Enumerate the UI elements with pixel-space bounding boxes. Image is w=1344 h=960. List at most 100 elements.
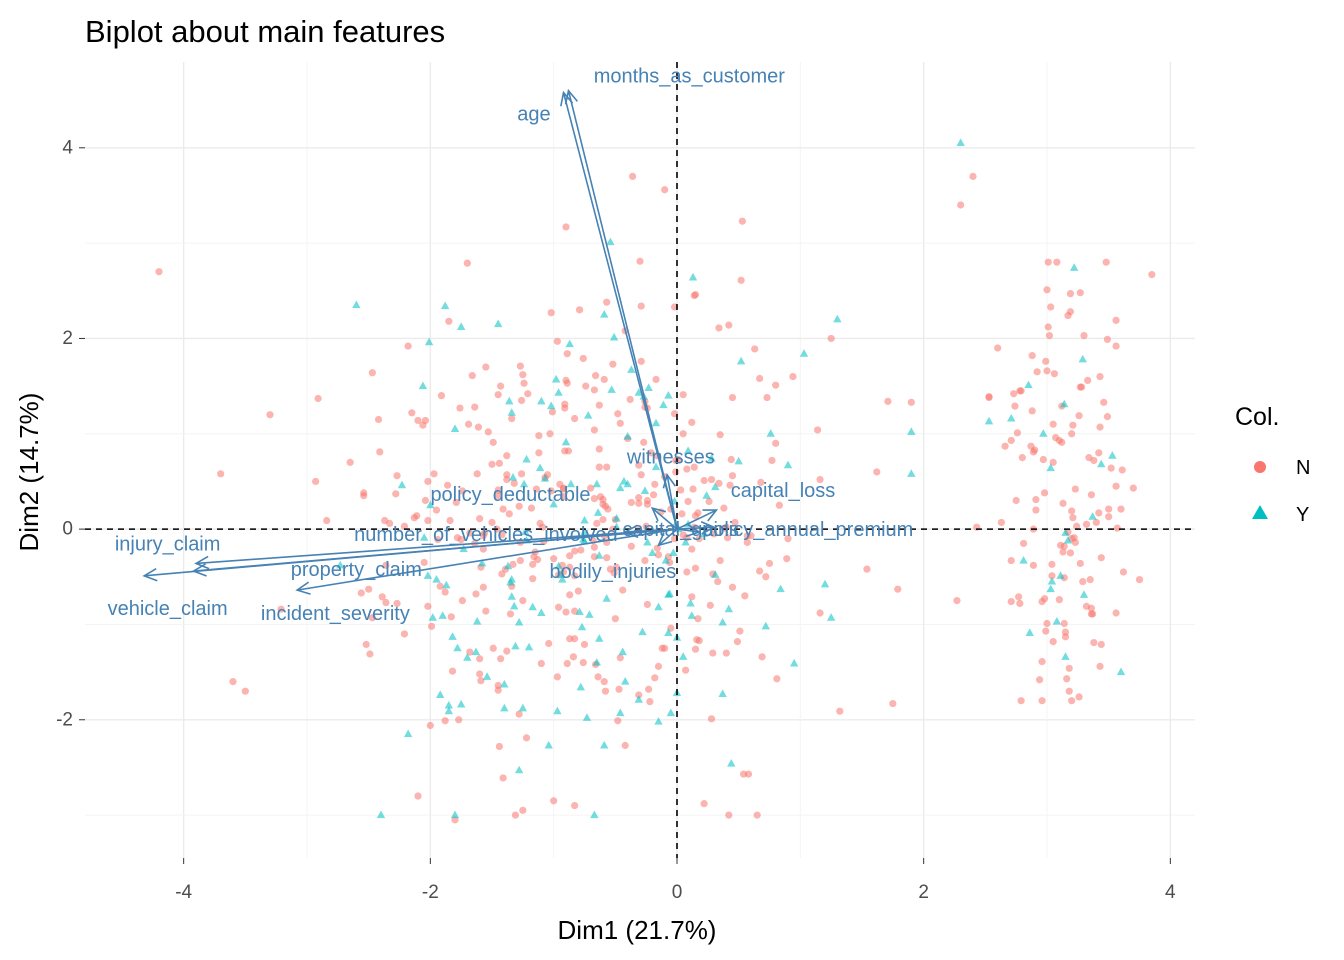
point-n	[464, 420, 473, 428]
point-y	[711, 482, 720, 491]
point-n	[957, 201, 965, 209]
point-y	[424, 337, 434, 346]
point-n	[635, 691, 643, 699]
point-n	[645, 685, 653, 693]
point-n	[471, 403, 479, 411]
point-n	[690, 463, 698, 471]
point-n	[1068, 697, 1076, 705]
point-n	[408, 409, 416, 417]
point-y	[575, 607, 584, 616]
point-n	[479, 583, 487, 591]
point-n	[647, 449, 655, 457]
point-n	[600, 375, 608, 384]
point-n	[688, 593, 696, 601]
point-y	[549, 499, 558, 508]
point-n	[1049, 420, 1057, 428]
point-n	[1092, 518, 1100, 527]
point-n	[1100, 398, 1108, 406]
legend-label-y: Y	[1296, 504, 1309, 526]
point-n	[1028, 352, 1036, 360]
point-n	[637, 302, 645, 310]
point-n	[1117, 505, 1125, 513]
point-y	[664, 590, 673, 598]
point-n	[489, 644, 497, 652]
point-n	[654, 662, 663, 670]
point-n	[593, 519, 601, 527]
point-n	[1087, 491, 1095, 499]
point-y	[736, 356, 746, 365]
point-n	[458, 597, 466, 605]
point-n	[1033, 368, 1041, 376]
variable-label: witnesses	[626, 447, 715, 469]
point-y	[576, 682, 585, 691]
point-n	[688, 545, 696, 553]
point-y	[718, 617, 727, 626]
point-y	[565, 339, 574, 348]
point-y	[450, 810, 460, 819]
point-n	[482, 363, 490, 371]
point-n	[721, 524, 729, 532]
point-y	[907, 469, 916, 477]
point-n	[1096, 372, 1104, 381]
point-n	[566, 635, 574, 643]
arrowhead-vehicle_claim	[142, 567, 158, 582]
point-n	[756, 374, 764, 383]
point-n	[651, 480, 659, 488]
point-n	[1042, 357, 1050, 365]
point-n	[725, 321, 733, 329]
variable-label: policy_annual_premium	[702, 519, 913, 541]
arrow-injury_claim	[195, 528, 678, 565]
point-n	[635, 494, 643, 502]
variable-label: injury_claim	[115, 533, 221, 555]
arrow-witnesses	[666, 474, 678, 530]
point-n	[1028, 407, 1036, 415]
point-n	[1096, 423, 1104, 431]
point-y	[456, 322, 466, 331]
point-n	[466, 648, 474, 656]
arrow-vehicle_claim	[144, 528, 678, 577]
point-y	[553, 706, 562, 715]
point-y	[651, 418, 661, 427]
point-n	[484, 428, 492, 436]
legend-title: Col.	[1235, 403, 1279, 431]
point-y	[522, 454, 531, 463]
point-n	[482, 607, 490, 615]
point-n	[601, 687, 610, 695]
point-y	[686, 598, 695, 607]
point-y	[444, 706, 454, 715]
point-y	[1056, 571, 1065, 579]
point-n	[682, 666, 690, 674]
point-y	[678, 652, 688, 660]
point-n	[627, 498, 635, 507]
point-n	[836, 707, 844, 715]
point-n	[693, 636, 701, 644]
point-n	[472, 590, 480, 598]
point-n	[603, 298, 611, 306]
point-n	[1063, 675, 1071, 683]
point-y	[510, 601, 519, 610]
point-y	[590, 810, 599, 819]
point-y	[734, 456, 743, 465]
point-y	[577, 622, 587, 631]
point-n	[1103, 335, 1112, 344]
point-y	[616, 708, 625, 717]
variable-label: property_claim	[291, 559, 422, 581]
point-y	[558, 575, 567, 583]
point-n	[985, 393, 993, 402]
point-n	[907, 398, 915, 406]
point-n	[376, 448, 384, 456]
point-n	[547, 309, 555, 317]
variable-label: capital_gains	[622, 519, 739, 541]
point-y	[521, 527, 530, 535]
point-y	[1063, 535, 1073, 544]
point-y	[500, 703, 509, 712]
point-n	[709, 649, 717, 657]
point-n	[217, 470, 225, 478]
point-n	[600, 678, 608, 686]
point-n	[654, 551, 663, 559]
point-n	[382, 561, 390, 569]
point-n	[773, 675, 781, 683]
point-y	[493, 319, 503, 328]
point-n	[537, 659, 545, 668]
point-y	[500, 679, 509, 688]
